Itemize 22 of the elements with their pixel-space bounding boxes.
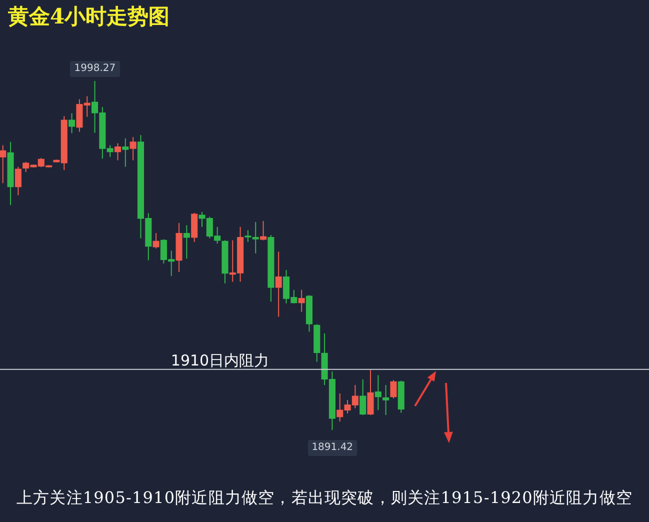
candlestick — [183, 224, 190, 260]
candlestick — [0, 144, 6, 184]
candlestick — [68, 112, 76, 134]
annotation: 1891.42 — [308, 440, 358, 456]
candlestick — [298, 289, 305, 312]
candlestick — [260, 220, 267, 241]
candlestick — [114, 142, 122, 161]
annotation: 1998.27 — [70, 61, 120, 77]
candlestick — [14, 166, 22, 196]
candlestick — [382, 384, 390, 416]
text: 上方关注1905-1910附近阻力做空，若出现突破，则关注1915-1920附近阻力做空 — [15, 488, 634, 507]
candlestick — [390, 380, 397, 399]
candlestick — [374, 374, 382, 411]
candlestick — [191, 212, 198, 242]
candlestick — [130, 136, 136, 161]
candlestick — [152, 232, 160, 249]
chart-title: 黄金4小时走势图 — [7, 4, 170, 28]
candlestick — [367, 369, 374, 416]
candlestick — [360, 378, 366, 416]
candlestick — [122, 138, 129, 168]
candlestick — [275, 251, 282, 318]
ref-line-label: 1910日内阻力 — [170, 351, 270, 370]
